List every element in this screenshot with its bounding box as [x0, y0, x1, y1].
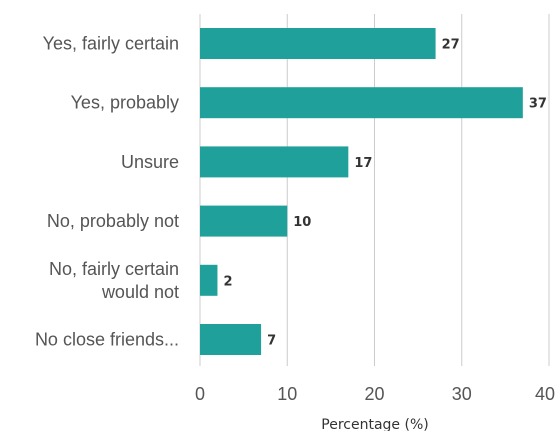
- category-label: Unsure: [121, 152, 179, 172]
- data-label: 17: [354, 156, 372, 171]
- x-tick-label: 30: [452, 384, 472, 404]
- x-tick-label: 20: [364, 384, 384, 404]
- x-tick-label: 0: [195, 384, 205, 404]
- x-tick-labels: 0 10 20 30 40: [195, 384, 555, 404]
- category-label: No, probably not: [47, 211, 179, 231]
- bar: [200, 205, 288, 237]
- x-axis-title: Percentage (%): [321, 417, 428, 431]
- data-label: 37: [529, 97, 547, 112]
- bar: [200, 264, 218, 296]
- bar: [200, 28, 436, 59]
- bars: [200, 28, 523, 355]
- category-label: No close friends...: [35, 330, 179, 350]
- x-tick-label: 40: [535, 384, 555, 404]
- category-labels: Yes, fairly certain Yes, probably Unsure No…: [35, 34, 179, 350]
- bar: [200, 87, 523, 119]
- data-label: 7: [267, 334, 276, 349]
- data-label: 2: [223, 274, 232, 289]
- data-label: 27: [442, 38, 460, 53]
- x-tick-label: 10: [277, 384, 297, 404]
- category-label: Yes, fairly certain: [43, 34, 179, 54]
- category-label: would not: [101, 282, 179, 302]
- data-label: 10: [293, 215, 311, 230]
- bar: [200, 324, 262, 355]
- category-label: Yes, probably: [71, 93, 179, 113]
- gridlines: [199, 14, 550, 366]
- category-label: No, fairly certain: [49, 259, 179, 279]
- bar: [200, 146, 349, 178]
